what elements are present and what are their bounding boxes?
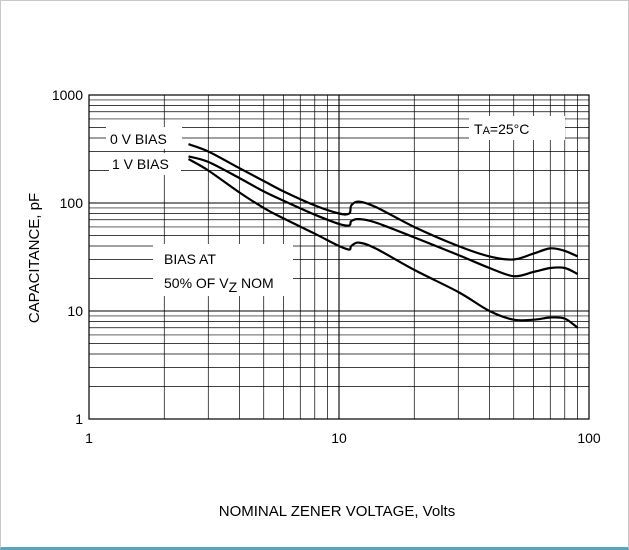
bias1-label-bg [109, 153, 181, 175]
y-tick-label: 1000 [52, 87, 83, 103]
x-tick-label: 1 [85, 430, 93, 446]
series-line-2 [188, 155, 579, 278]
bias50-label-line2: 50% OF VZ NOM [164, 275, 274, 295]
x-tick-label: 100 [577, 430, 601, 446]
series [187, 143, 579, 329]
x-tick-label: 10 [331, 430, 347, 446]
plot-area [88, 94, 590, 420]
temp-label: TA=25°C [474, 121, 529, 137]
temp-label-bg [469, 116, 565, 140]
x-axis-title: NOMINAL ZENER VOLTAGE, Volts [219, 503, 455, 520]
bias1-label: 1 V BIAS [112, 156, 169, 172]
bias0-label-bg [106, 127, 182, 149]
series-line-1 [188, 143, 579, 261]
y-axis-title: CAPACITANCE, pF [26, 193, 43, 323]
series-line-3 [187, 158, 579, 329]
y-tick-label: 100 [60, 195, 84, 211]
bias0-label: 0 V BIAS [110, 131, 167, 147]
y-tick-label: 10 [67, 303, 83, 319]
tick-labels: 1 10 100 1 10 100 1000 [52, 87, 601, 446]
bias50-label-line1: BIAS AT [164, 251, 216, 267]
bias50-label-bg [153, 244, 293, 296]
y-tick-label: 1 [75, 411, 83, 427]
